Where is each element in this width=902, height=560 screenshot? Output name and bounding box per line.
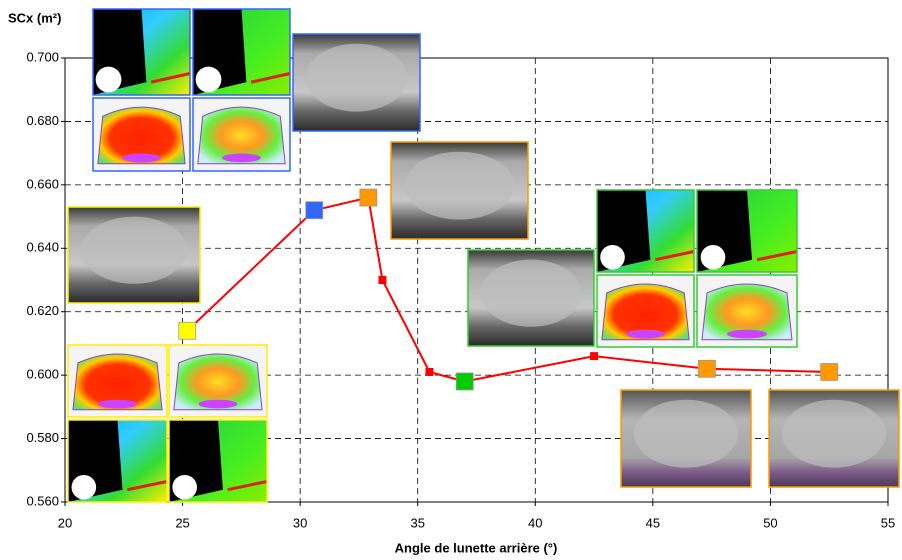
image-shape (405, 152, 515, 220)
image (597, 275, 694, 347)
image-shape (81, 217, 187, 284)
x-tick-label: 40 (528, 515, 542, 530)
image (169, 345, 267, 417)
image (68, 207, 200, 303)
x-tick-label: 55 (881, 515, 895, 530)
y-tick-label: 0.620 (26, 303, 59, 318)
x-tick-label: 50 (763, 515, 777, 530)
marker (306, 202, 323, 219)
y-tick-label: 0.660 (26, 176, 59, 191)
image (68, 420, 167, 502)
x-tick-label: 45 (646, 515, 660, 530)
image (93, 98, 190, 171)
image (697, 190, 797, 272)
image (597, 190, 694, 272)
image-shape (481, 260, 582, 327)
y-tick-label: 0.640 (26, 240, 59, 255)
image-shape (600, 245, 625, 270)
image (468, 250, 594, 346)
marker (821, 363, 838, 380)
x-tick-label: 30 (293, 515, 307, 530)
image-shape (782, 400, 886, 468)
image (93, 9, 190, 95)
x-tick-label: 25 (175, 515, 189, 530)
image-shape (727, 330, 767, 339)
image (621, 390, 751, 487)
y-axis-title: SCx (m²) (8, 10, 61, 25)
image-shape (172, 475, 197, 500)
marker (378, 276, 386, 284)
image-shape (196, 67, 222, 93)
image-shape (634, 400, 738, 468)
y-tick-label: 0.600 (26, 367, 59, 382)
y-tick-label: 0.700 (26, 49, 59, 64)
image-shape (701, 245, 726, 270)
image-shape (198, 400, 237, 409)
image (68, 345, 167, 417)
image-shape (122, 153, 161, 162)
image-shape (96, 67, 122, 93)
image (193, 98, 290, 171)
image-shape (306, 44, 408, 112)
image-shape (98, 400, 138, 409)
marker (425, 368, 433, 376)
y-tick-label: 0.580 (26, 430, 59, 445)
image (769, 390, 899, 487)
image (169, 420, 267, 502)
y-tick-label: 0.560 (26, 493, 59, 508)
marker (179, 322, 196, 339)
marker (590, 352, 598, 360)
x-tick-label: 20 (58, 515, 72, 530)
image (293, 34, 420, 131)
image (193, 9, 290, 95)
chart: 0.560 0.580 0.600 0.620 0.640 0.660 0.680 0.700… (0, 0, 902, 560)
image (697, 275, 797, 347)
marker (456, 373, 473, 390)
image (391, 142, 528, 239)
image-shape (222, 153, 261, 162)
image-shape (626, 330, 665, 339)
x-axis-title: Angle de lunette arrière (°) (395, 540, 558, 555)
x-tick-label: 35 (410, 515, 424, 530)
y-tick-label: 0.680 (26, 113, 59, 128)
marker (360, 189, 377, 206)
image-shape (72, 475, 97, 500)
marker (698, 360, 715, 377)
